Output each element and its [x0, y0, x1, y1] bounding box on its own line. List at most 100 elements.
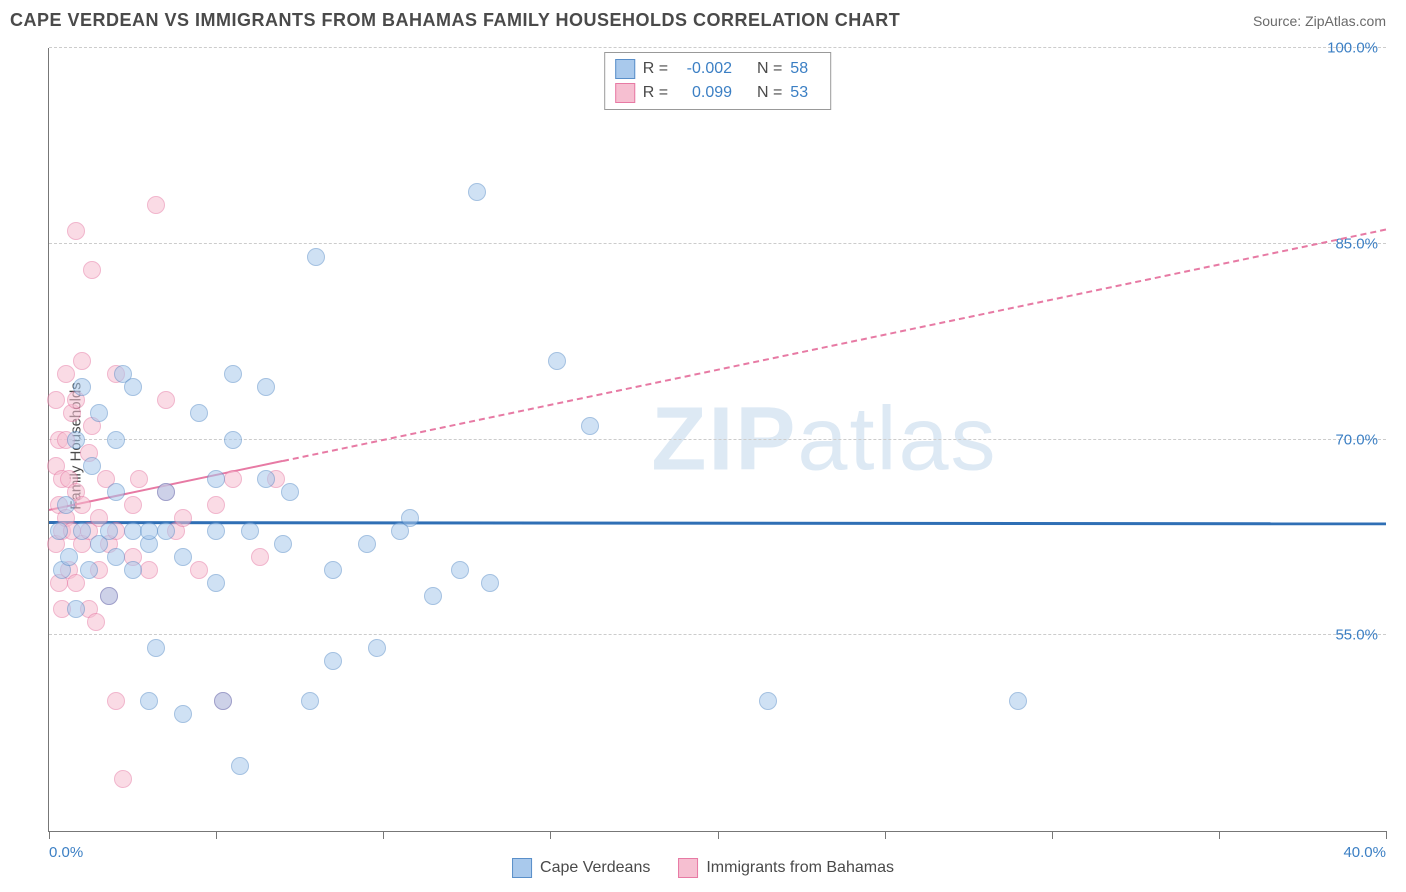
data-point	[67, 574, 85, 592]
data-point	[57, 365, 75, 383]
data-point	[324, 652, 342, 670]
legend-row-b: R = 0.099 N = 53	[615, 81, 821, 105]
regression-line	[283, 229, 1386, 462]
data-point	[174, 705, 192, 723]
plot-area: ZIPatlas R = -0.002 N = 58 R = 0.099 N =…	[48, 48, 1386, 832]
legend-label-b: Immigrants from Bahamas	[706, 859, 894, 877]
data-point	[274, 535, 292, 553]
data-point	[147, 639, 165, 657]
data-point	[107, 692, 125, 710]
data-point	[114, 770, 132, 788]
n-value-b: 53	[790, 81, 820, 105]
data-point	[481, 574, 499, 592]
legend-series: Cape Verdeans Immigrants from Bahamas	[512, 858, 894, 878]
chart-title: CAPE VERDEAN VS IMMIGRANTS FROM BAHAMAS …	[10, 10, 900, 31]
legend-row-a: R = -0.002 N = 58	[615, 57, 821, 81]
data-point	[174, 509, 192, 527]
legend-correlation: R = -0.002 N = 58 R = 0.099 N = 53	[604, 52, 832, 110]
data-point	[87, 613, 105, 631]
legend-label-a: Cape Verdeans	[540, 859, 650, 877]
data-point	[231, 757, 249, 775]
data-point	[67, 431, 85, 449]
swatch-series-a	[615, 59, 635, 79]
grid-line	[49, 439, 1386, 440]
data-point	[451, 561, 469, 579]
n-value-a: 58	[790, 57, 820, 81]
data-point	[67, 222, 85, 240]
n-label: N =	[757, 57, 782, 81]
data-point	[80, 561, 98, 579]
data-point	[281, 483, 299, 501]
x-tick	[383, 831, 384, 839]
data-point	[548, 352, 566, 370]
data-point	[368, 639, 386, 657]
data-point	[224, 431, 242, 449]
data-point	[224, 365, 242, 383]
data-point	[190, 404, 208, 422]
data-point	[100, 587, 118, 605]
data-point	[307, 248, 325, 266]
x-tick	[718, 831, 719, 839]
data-point	[251, 548, 269, 566]
data-point	[157, 483, 175, 501]
x-tick	[885, 831, 886, 839]
data-point	[190, 561, 208, 579]
x-tick	[550, 831, 551, 839]
x-tick	[1052, 831, 1053, 839]
data-point	[140, 561, 158, 579]
y-tick-label: 70.0%	[1335, 431, 1378, 448]
data-point	[50, 522, 68, 540]
x-tick	[216, 831, 217, 839]
data-point	[1009, 692, 1027, 710]
data-point	[124, 496, 142, 514]
data-point	[73, 522, 91, 540]
data-point	[60, 548, 78, 566]
data-point	[124, 522, 142, 540]
data-point	[257, 470, 275, 488]
data-point	[224, 470, 242, 488]
data-point	[207, 574, 225, 592]
data-point	[107, 431, 125, 449]
data-point	[140, 692, 158, 710]
r-label: R =	[643, 57, 668, 81]
data-point	[107, 483, 125, 501]
data-point	[324, 561, 342, 579]
data-point	[83, 457, 101, 475]
chart-source: Source: ZipAtlas.com	[1253, 13, 1386, 29]
data-point	[424, 587, 442, 605]
data-point	[147, 196, 165, 214]
chart-header: CAPE VERDEAN VS IMMIGRANTS FROM BAHAMAS …	[0, 0, 1406, 37]
data-point	[257, 378, 275, 396]
r-label: R =	[643, 81, 668, 105]
data-point	[73, 496, 91, 514]
data-point	[73, 352, 91, 370]
chart-area: ZIPatlas R = -0.002 N = 58 R = 0.099 N =…	[48, 48, 1386, 832]
data-point	[468, 183, 486, 201]
y-tick-label: 100.0%	[1327, 40, 1378, 57]
data-point	[67, 600, 85, 618]
data-point	[301, 692, 319, 710]
data-point	[241, 522, 259, 540]
data-point	[90, 404, 108, 422]
data-point	[174, 548, 192, 566]
data-point	[124, 378, 142, 396]
y-tick-label: 55.0%	[1335, 627, 1378, 644]
data-point	[581, 417, 599, 435]
data-point	[107, 548, 125, 566]
grid-line	[49, 243, 1386, 244]
swatch-series-b	[615, 83, 635, 103]
data-point	[157, 391, 175, 409]
data-point	[47, 391, 65, 409]
data-point	[214, 692, 232, 710]
swatch-series-a	[512, 858, 532, 878]
x-tick-label: 0.0%	[49, 844, 83, 861]
n-label: N =	[757, 81, 782, 105]
data-point	[207, 522, 225, 540]
data-point	[140, 522, 158, 540]
data-point	[358, 535, 376, 553]
x-tick	[1219, 831, 1220, 839]
r-value-a: -0.002	[676, 57, 732, 81]
legend-item-b: Immigrants from Bahamas	[678, 858, 894, 878]
data-point	[100, 522, 118, 540]
x-tick	[49, 831, 50, 839]
